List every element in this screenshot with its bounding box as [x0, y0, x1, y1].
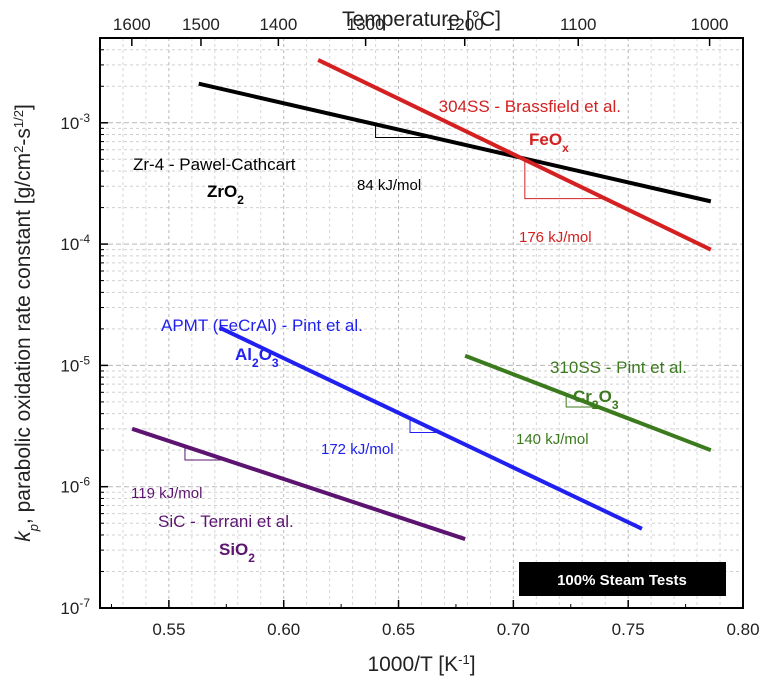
activation-energy-label: 119 kJ/mol	[131, 485, 202, 502]
top-tick-label: 1400	[259, 15, 297, 34]
top-axis-title: Temperature [°C]	[342, 8, 501, 31]
series-name-label: 304SS - Brassfield et al.	[439, 97, 621, 116]
x-tick-label: 0.70	[497, 620, 530, 639]
y-tick-label: 10-3	[60, 111, 90, 133]
oxide-label: Cr2O3	[573, 387, 619, 412]
axis-ticks: 0.55 0.60 0.65 0.70 0.75 0.80 10-3 10-4 10-5 10-6…	[60, 15, 759, 639]
slope-triangle	[524, 159, 606, 200]
x-axis-title: 1000/T [K-1]	[367, 652, 475, 677]
series-name-label: Zr-4 - Pawel-Cathcart	[133, 155, 296, 174]
x-tick-label: 0.80	[726, 620, 759, 639]
series-lines	[131, 58, 712, 541]
slope-triangle	[409, 418, 440, 434]
series-line	[198, 81, 712, 204]
oxide-label: SiO2	[219, 540, 255, 565]
series-labels: Zr-4 - Pawel-Cathcart ZrO2 84 kJ/mol 304SS …	[131, 97, 687, 565]
slope-triangle	[184, 446, 227, 461]
y-axis-title: kp, parabolic oxidation rate constant [g…	[11, 104, 41, 542]
series-line	[317, 58, 712, 252]
activation-energy-label: 140 kJ/mol	[516, 431, 589, 448]
steam-tests-badge: 100% Steam Tests	[519, 562, 726, 596]
activation-energy-label: 84 kJ/mol	[357, 177, 421, 194]
y-tick-label: 10-7	[60, 596, 90, 618]
x-tick-label: 0.60	[267, 620, 300, 639]
oxide-label: ZrO2	[207, 182, 244, 207]
y-tick-label: 10-5	[60, 353, 90, 375]
svg-text:100% Steam Tests: 100% Steam Tests	[557, 572, 687, 589]
series-line	[218, 325, 643, 531]
y-tick-label: 10-4	[60, 232, 90, 254]
top-tick-label: 1200	[446, 15, 484, 34]
top-tick-label: 1500	[182, 15, 220, 34]
grid	[100, 37, 743, 609]
slope-triangle	[565, 394, 599, 408]
oxide-label: Al2O3	[235, 345, 279, 370]
oxide-label: FeOx	[529, 130, 569, 155]
activation-energy-label: 176 kJ/mol	[519, 229, 592, 246]
activation-energy-label: 172 kJ/mol	[321, 441, 394, 458]
y-tick-label: 10-6	[60, 475, 90, 497]
x-tick-label: 0.75	[612, 620, 645, 639]
x-tick-label: 0.65	[382, 620, 415, 639]
series-line	[131, 426, 466, 541]
series-name-label: 310SS - Pint et al.	[550, 358, 687, 377]
series-line	[464, 353, 712, 453]
top-tick-label: 1000	[691, 15, 729, 34]
slope-triangles	[184, 124, 606, 461]
plot-frame	[99, 37, 744, 609]
top-tick-label: 1100	[560, 15, 597, 34]
slope-triangle	[375, 124, 433, 139]
top-tick-label: 1300	[347, 15, 385, 34]
series-name-label: APMT (FeCrAl) - Pint et al.	[161, 316, 363, 335]
top-tick-label: 1600	[113, 15, 151, 34]
x-tick-label: 0.55	[152, 620, 185, 639]
series-name-label: SiC - Terrani et al.	[158, 512, 294, 531]
